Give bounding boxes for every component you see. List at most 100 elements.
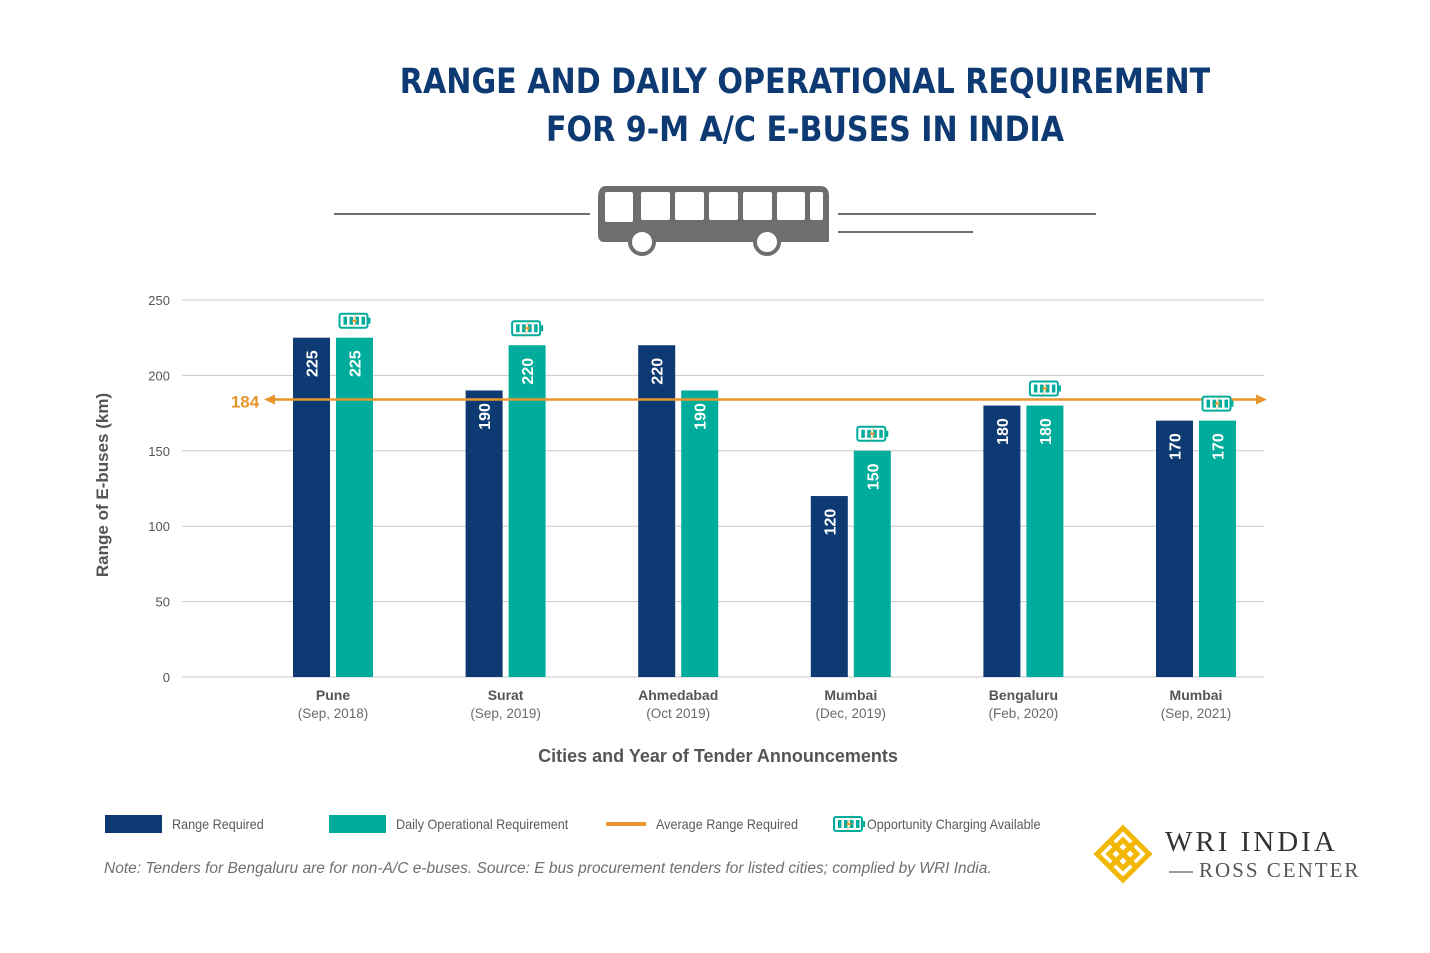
battery-cell xyxy=(1224,399,1228,408)
bar-value-label: 225 xyxy=(305,350,322,377)
y-tick-label: 100 xyxy=(148,519,170,534)
battery-cell xyxy=(1212,399,1216,408)
bar-range-required xyxy=(1156,420,1193,677)
battery-cell xyxy=(1206,399,1210,408)
bar-range-required xyxy=(465,390,503,677)
bus-window xyxy=(810,192,823,220)
x-tick-city: Mumbai xyxy=(824,687,877,703)
bar-value-label: 220 xyxy=(650,358,667,385)
battery-cell xyxy=(1051,384,1056,393)
x-tick-city: Pune xyxy=(316,687,350,703)
legend-item-opportunity-charging: Opportunity Charging Available xyxy=(867,813,1060,835)
bar-daily-requirement xyxy=(1026,405,1064,677)
logo-subtitle: ROSS CENTER xyxy=(1199,858,1361,882)
legend-item-average: Average Range Required xyxy=(606,813,814,835)
legend-label-charging: Opportunity Charging Available xyxy=(867,816,1041,832)
battery-tip xyxy=(540,325,544,332)
x-tick-date: (Oct 2019) xyxy=(646,706,710,721)
battery-cell xyxy=(343,316,347,325)
x-tick-date: (Sep, 2021) xyxy=(1161,706,1232,721)
y-axis-label: Range of E-buses (km) xyxy=(93,393,112,577)
y-tick-label: 0 xyxy=(163,670,170,685)
battery-cell xyxy=(850,820,854,828)
bar-value-label: 225 xyxy=(348,350,365,377)
x-axis-label: Cities and Year of Tender Announcements xyxy=(538,746,898,766)
bar-value-label: 220 xyxy=(520,358,537,385)
legend-item-daily-requirement: Daily Operational Requirement xyxy=(329,813,587,835)
logo-dash xyxy=(1169,871,1193,873)
bus-wheel xyxy=(628,228,656,256)
y-tick-label: 50 xyxy=(156,595,170,610)
battery-cell xyxy=(361,316,365,325)
bar-daily-requirement xyxy=(681,390,719,677)
bar-value-label: 180 xyxy=(995,418,1012,445)
bus-illustration xyxy=(334,186,1096,256)
battery-cell xyxy=(844,820,848,828)
bar-daily-requirement xyxy=(508,345,546,677)
battery-cell xyxy=(516,324,520,333)
battery-cell xyxy=(856,820,860,828)
bus-window xyxy=(743,192,772,220)
x-tick-date: (Sep, 2018) xyxy=(298,706,369,721)
y-tick-label: 200 xyxy=(148,368,170,383)
x-tick-city: Surat xyxy=(488,687,524,703)
opportunity-charging-icon xyxy=(1201,391,1234,416)
wri-logo: WRI INDIA ROSS CENTER xyxy=(1093,822,1373,892)
battery-tip xyxy=(862,821,865,827)
y-tick-label: 250 xyxy=(148,293,170,308)
bar-range-required xyxy=(810,496,848,677)
legend-label-range: Range Required xyxy=(172,816,264,832)
battery-cell xyxy=(1218,399,1222,408)
bar-value-label: 170 xyxy=(1168,433,1185,460)
bus-window xyxy=(675,192,704,220)
average-arrow-left xyxy=(264,394,275,405)
legend-swatch-daily xyxy=(329,815,386,833)
bar-value-label: 120 xyxy=(822,509,839,536)
average-arrow-right xyxy=(1256,394,1267,405)
battery-cell xyxy=(1045,384,1050,393)
bus-window xyxy=(709,192,738,220)
battery-cell xyxy=(355,316,359,325)
bus-window xyxy=(641,192,670,220)
opportunity-charging-icon xyxy=(1028,376,1061,401)
legend-label-average: Average Range Required xyxy=(656,816,798,832)
bus-wheel xyxy=(753,228,781,256)
footnote: Note: Tenders for Bengaluru are for non-… xyxy=(104,860,992,877)
average-value-label: 184 xyxy=(231,393,260,412)
lightning-bolt xyxy=(867,421,878,446)
battery-tip xyxy=(367,317,371,324)
legend-label-daily: Daily Operational Requirement xyxy=(396,816,569,832)
opportunity-charging-icon xyxy=(511,316,544,341)
bar-value-label: 170 xyxy=(1211,433,1228,460)
opportunity-charging-icon xyxy=(856,421,889,446)
lightning-bolt xyxy=(522,316,533,341)
logo-name: WRI INDIA xyxy=(1165,826,1338,858)
battery-cell xyxy=(528,324,532,333)
lightning-bolt xyxy=(1212,391,1223,416)
bus-window xyxy=(777,192,805,220)
legend-swatch-range xyxy=(105,815,162,833)
logo-mark-icon xyxy=(1093,824,1153,884)
legend-item-range-required: Range Required xyxy=(105,813,274,835)
battery-cell xyxy=(879,429,883,438)
chart-title-line-2: FOR 9-M A/C E-BUSES IN INDIA xyxy=(545,110,1065,150)
bar-value-label: 190 xyxy=(693,403,710,430)
y-tick-label: 150 xyxy=(148,444,170,459)
bar-daily-requirement xyxy=(853,450,891,677)
x-tick-city: Mumbai xyxy=(1170,687,1223,703)
lightning-bolt xyxy=(1039,376,1050,401)
battery-tip xyxy=(1057,385,1061,392)
battery-cell xyxy=(1039,384,1044,393)
bar-range-required xyxy=(638,345,676,677)
bar-range-required xyxy=(293,337,330,677)
lightning-bolt xyxy=(349,308,360,333)
bar-value-label: 190 xyxy=(477,403,494,430)
battery-cell xyxy=(349,316,353,325)
x-tick-city: Bengaluru xyxy=(989,687,1058,703)
bar-value-label: 150 xyxy=(865,463,882,490)
bar-value-label: 180 xyxy=(1038,418,1055,445)
opportunity-charging-icon xyxy=(833,812,865,836)
lightning-bolt xyxy=(844,812,854,836)
chart-title-line-1: RANGE AND DAILY OPERATIONAL REQUIREMENT xyxy=(399,62,1211,102)
